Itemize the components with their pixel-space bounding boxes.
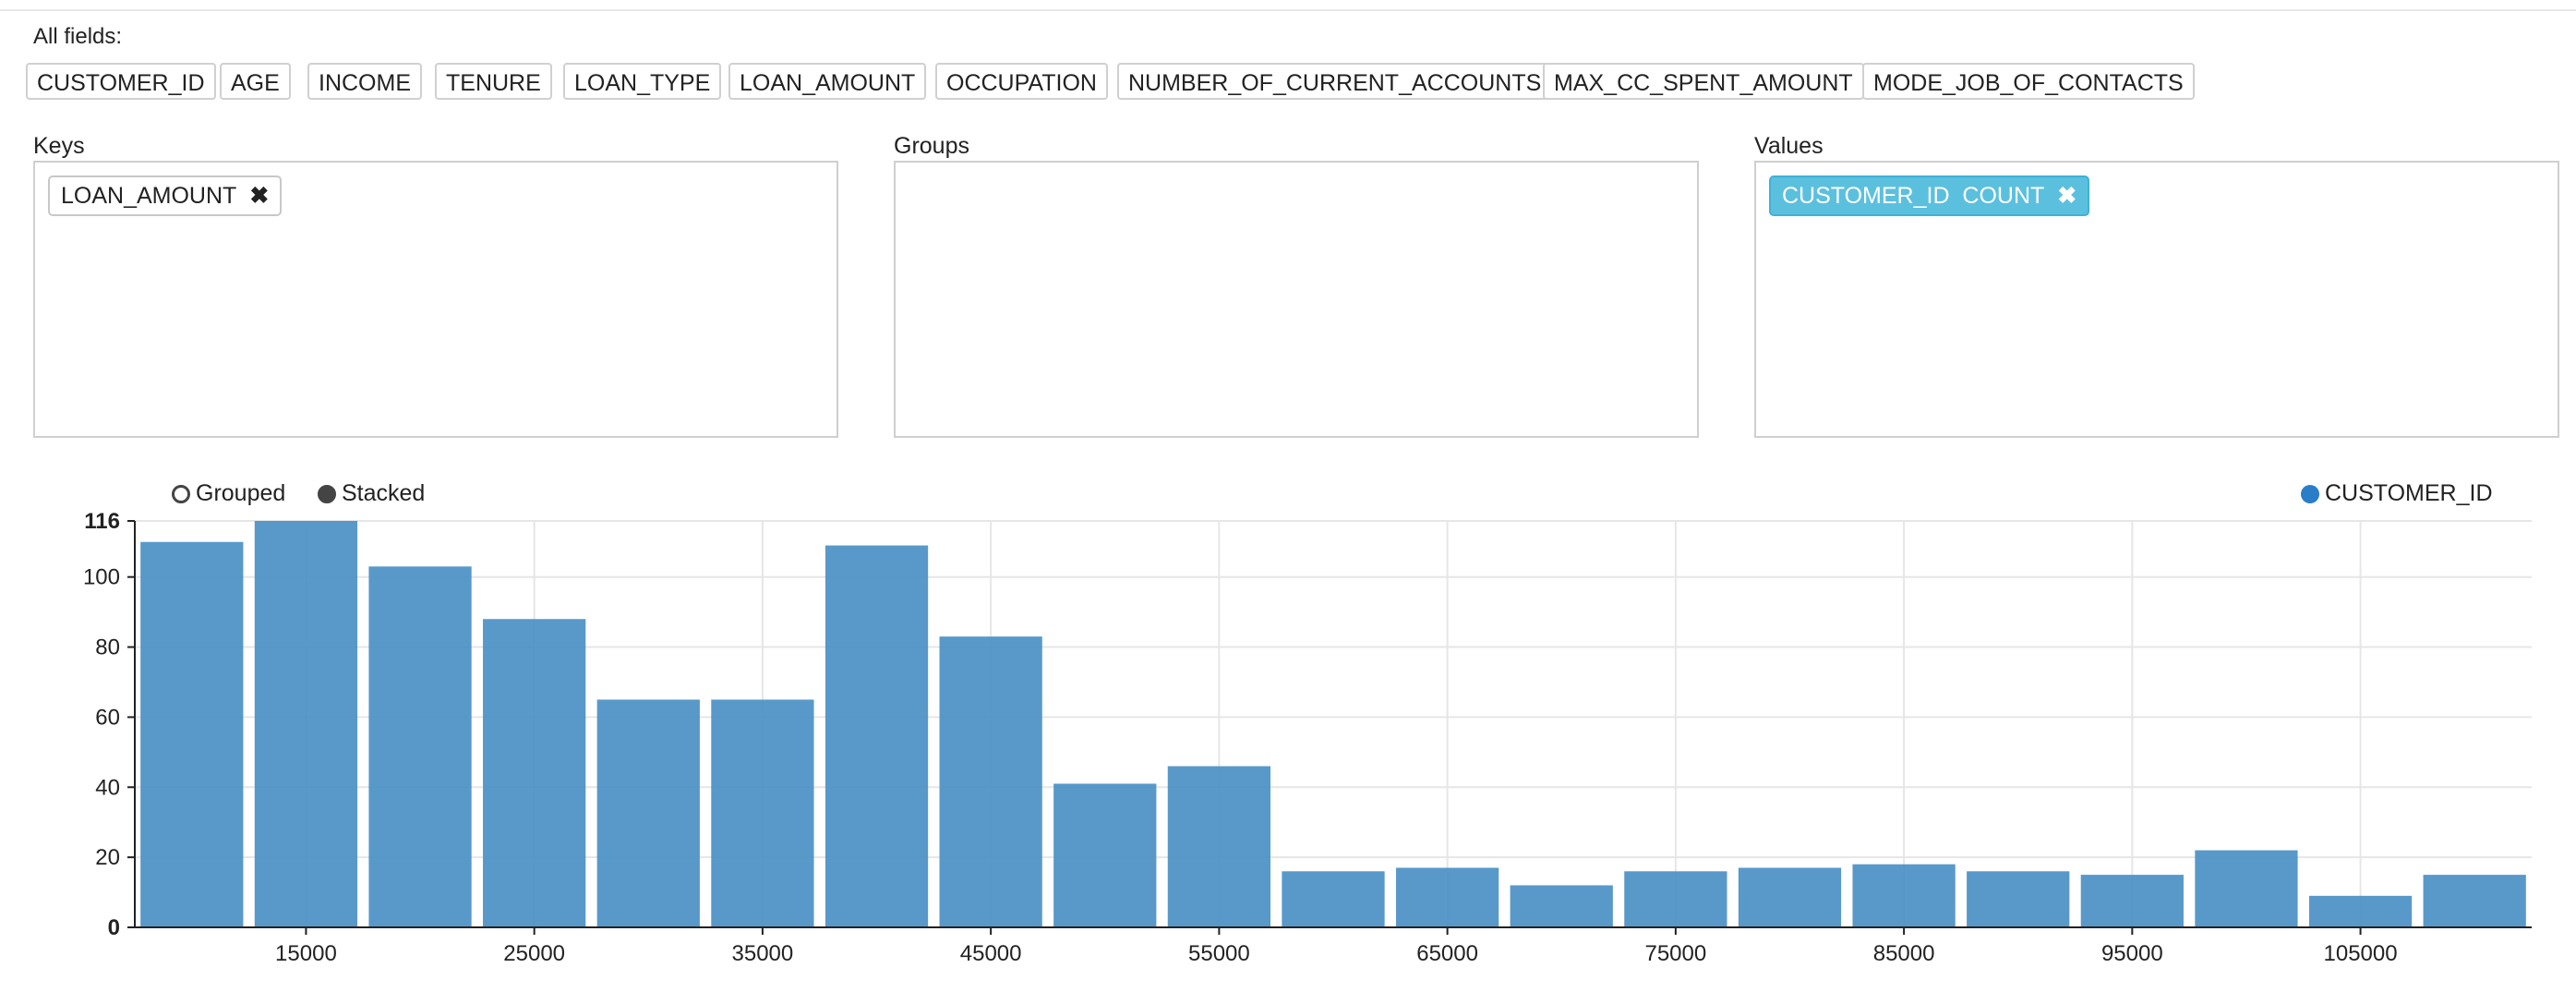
radio-empty-icon xyxy=(172,485,190,503)
y-tick-label: 100 xyxy=(83,565,120,590)
grouped-radio[interactable]: Grouped xyxy=(172,480,285,507)
bar xyxy=(1053,783,1157,927)
field-customer-id[interactable]: CUSTOMER_ID xyxy=(26,63,216,100)
all-fields-label: All fields: xyxy=(33,24,123,49)
key-chip-loan-amount[interactable]: LOAN_AMOUNT ✖ xyxy=(48,175,283,216)
x-tick-label: 15000 xyxy=(275,941,337,966)
bar xyxy=(1395,867,1499,927)
y-tick-label: 40 xyxy=(95,775,120,800)
value-chip-label: CUSTOMER_ID COUNT xyxy=(1782,183,2045,209)
x-tick-label: 55000 xyxy=(1188,941,1250,966)
bar xyxy=(1510,885,1613,927)
field-occupation[interactable]: OCCUPATION xyxy=(935,63,1108,100)
bar xyxy=(1624,871,1727,927)
y-tick-label: 0 xyxy=(108,915,120,940)
close-icon[interactable]: ✖ xyxy=(249,183,270,209)
field-loan-type[interactable]: LOAN_TYPE xyxy=(563,63,722,100)
x-tick-label: 65000 xyxy=(1416,941,1478,966)
bar xyxy=(483,619,586,927)
keys-label: Keys xyxy=(33,133,85,159)
value-chip-customer-id-count[interactable]: CUSTOMER_ID COUNT ✖ xyxy=(1769,175,2090,216)
bar xyxy=(596,699,700,927)
bar xyxy=(2080,875,2184,927)
top-divider xyxy=(0,9,2576,11)
x-tick-label: 75000 xyxy=(1644,941,1706,966)
y-tick-label: 20 xyxy=(95,845,120,870)
radio-filled-icon xyxy=(318,485,336,503)
values-label: Values xyxy=(1754,133,1824,159)
bar xyxy=(2423,875,2526,927)
field-mode-job-of-contacts[interactable]: MODE_JOB_OF_CONTACTS xyxy=(1862,63,2195,100)
keys-drop-zone[interactable]: LOAN_AMOUNT ✖ xyxy=(33,161,838,438)
y-tick-label: 60 xyxy=(95,705,120,730)
bar xyxy=(254,521,358,927)
bar xyxy=(1738,867,1842,927)
bar xyxy=(1167,766,1271,927)
grouped-label: Grouped xyxy=(196,480,286,506)
bar xyxy=(1852,864,1956,927)
bar xyxy=(368,566,472,927)
bar xyxy=(825,545,929,927)
bar xyxy=(1967,871,2070,927)
bar xyxy=(939,636,1042,927)
bar xyxy=(2308,895,2413,927)
values-drop-zone[interactable]: CUSTOMER_ID COUNT ✖ xyxy=(1754,161,2559,438)
stacked-radio[interactable]: Stacked xyxy=(318,480,425,507)
bar xyxy=(1282,871,1385,927)
x-tick-label: 95000 xyxy=(2101,941,2163,966)
field-max-cc-spent-amount[interactable]: MAX_CC_SPENT_AMOUNT xyxy=(1543,63,1864,100)
x-tick-label: 35000 xyxy=(732,941,794,966)
field-age[interactable]: AGE xyxy=(220,63,291,100)
bar xyxy=(711,699,814,927)
field-number-of-current-accounts[interactable]: NUMBER_OF_CURRENT_ACCOUNTS xyxy=(1117,63,1553,100)
y-tick-label: 116 xyxy=(84,509,120,534)
x-tick-label: 45000 xyxy=(960,941,1022,966)
legend-label: CUSTOMER_ID xyxy=(2325,480,2493,506)
field-income[interactable]: INCOME xyxy=(307,63,422,100)
circle-icon xyxy=(2301,485,2319,503)
x-tick-label: 105000 xyxy=(2324,941,2398,966)
legend-entry-customer-id[interactable]: CUSTOMER_ID xyxy=(2301,480,2493,507)
close-icon[interactable]: ✖ xyxy=(2057,183,2077,209)
bar xyxy=(2195,850,2298,927)
groups-drop-zone[interactable] xyxy=(894,161,1699,438)
groups-label: Groups xyxy=(894,133,969,159)
field-loan-amount[interactable]: LOAN_AMOUNT xyxy=(728,63,927,100)
bar-chart: 0 20 40 60 80 100 116 15000 25000 35000 45000 55000… xyxy=(83,509,2532,966)
bar xyxy=(140,541,244,927)
x-tick-label: 85000 xyxy=(1873,941,1935,966)
field-tenure[interactable]: TENURE xyxy=(435,63,552,100)
stacked-label: Stacked xyxy=(342,480,426,506)
key-chip-label: LOAN_AMOUNT xyxy=(61,183,237,209)
x-tick-label: 25000 xyxy=(503,941,565,966)
y-tick-label: 80 xyxy=(95,635,120,660)
